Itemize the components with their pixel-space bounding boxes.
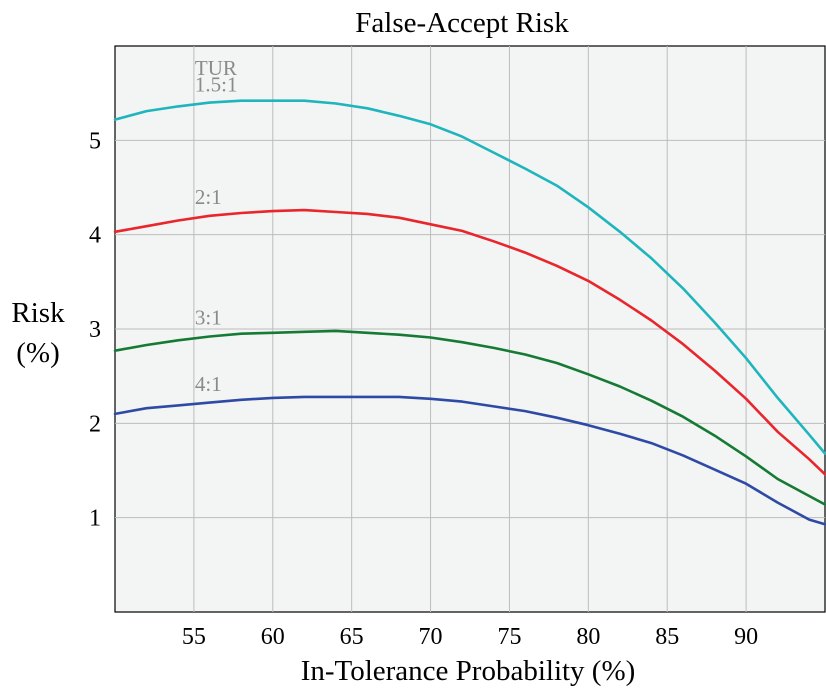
x-tick-label-65: 65	[340, 624, 364, 650]
series-line-2	[113, 208, 826, 476]
x-axis-label: In-Tolerance Probability (%)	[301, 655, 636, 687]
series-lines	[113, 99, 826, 526]
y-tick-label-1: 1	[89, 506, 101, 532]
series-label-3: 3:1	[195, 306, 222, 330]
x-tick-label-90: 90	[734, 624, 758, 650]
legend-title: TUR	[195, 56, 237, 80]
tick-labels: 55 60 65 70 75 80 85 90 1 2 3 4 5	[89, 128, 758, 650]
x-tick-label-85: 85	[655, 624, 679, 650]
y-tick-label-3: 3	[89, 317, 101, 343]
series-line-4	[113, 395, 826, 526]
series-label-4: 4:1	[195, 372, 222, 396]
gridlines	[115, 46, 825, 612]
x-tick-label-60: 60	[261, 624, 285, 650]
chart-title: False-Accept Risk	[355, 7, 569, 39]
x-tick-label-70: 70	[419, 624, 443, 650]
series-label-2: 2:1	[195, 185, 222, 209]
y-tick-label-4: 4	[89, 223, 101, 249]
y-tick-label-2: 2	[89, 411, 101, 437]
series-line-3	[113, 329, 826, 506]
series-line-1	[113, 99, 826, 455]
series-label-1: 1.5:1	[195, 73, 238, 97]
y-axis-unit: (%)	[16, 337, 59, 369]
x-tick-label-55: 55	[182, 624, 206, 650]
x-tick-label-75: 75	[497, 624, 521, 650]
y-axis-label: Risk	[11, 297, 65, 329]
x-tick-label-80: 80	[576, 624, 600, 650]
y-tick-label-5: 5	[89, 128, 101, 154]
series-labels: 1.5:1 2:1 3:1 4:1	[195, 73, 238, 396]
